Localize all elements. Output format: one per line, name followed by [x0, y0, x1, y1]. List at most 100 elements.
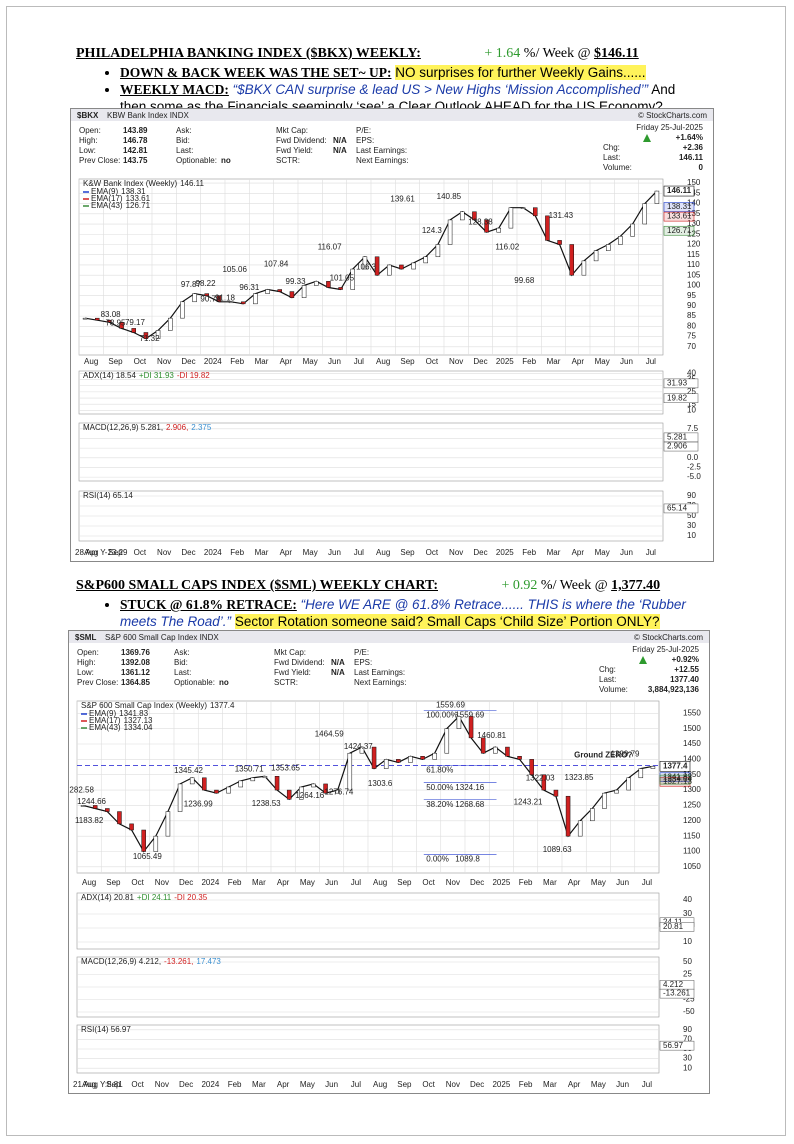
- month-label: Jun: [620, 357, 633, 366]
- info-label: Last:: [174, 668, 191, 677]
- tag: [663, 393, 699, 403]
- symbol: $BKX: [77, 111, 99, 120]
- y-tick-label: 85: [687, 311, 696, 320]
- month-label: May: [300, 878, 315, 887]
- legend-series: K&W Bank Index (Weekly) 146.11: [83, 179, 205, 188]
- legend-name: EMA(9): [89, 709, 116, 718]
- y-tick-label: 1150: [683, 831, 701, 840]
- candle: [214, 789, 219, 794]
- y-tick-label: -2.5: [687, 463, 701, 472]
- candle: [423, 256, 428, 264]
- candle: [529, 759, 534, 775]
- candle: [553, 789, 559, 797]
- candle: [630, 223, 635, 237]
- price-annotation: 1350.71: [235, 765, 264, 774]
- candle: [654, 190, 660, 204]
- info-label: Ask:: [176, 126, 192, 135]
- tag-value: 2.906: [667, 442, 688, 451]
- candle: [311, 783, 316, 788]
- info-value: 1364.85: [121, 678, 150, 687]
- candle: [168, 317, 173, 331]
- indicator-part: +DI 31.93: [139, 371, 174, 380]
- month-label: Jun: [328, 548, 341, 557]
- info-label: Bid:: [174, 658, 188, 667]
- info-label: Prev Close:: [79, 156, 120, 165]
- month-label: Sep: [108, 357, 123, 366]
- month-label: Oct: [426, 357, 439, 366]
- price-annotation: 91.18: [215, 294, 236, 303]
- legend-name: S&P 600 Small Cap Index (Weekly): [81, 701, 207, 710]
- callout: Ground ZERO?: [574, 751, 632, 760]
- indicator-name: RSI(14) 65.14: [83, 491, 133, 500]
- quote-value: 3,884,923,136: [648, 685, 700, 694]
- y-tick-label: 90: [687, 301, 696, 310]
- month-label: Apr: [280, 357, 293, 366]
- fib-label: 0.00%: [426, 855, 449, 864]
- candle: [155, 330, 161, 339]
- info-label: Last Earnings:: [356, 146, 407, 155]
- tag: [659, 1040, 695, 1051]
- legend-name: EMA(43): [89, 723, 121, 732]
- price-annotation: 1353.65: [271, 764, 300, 773]
- month-label: Jun: [325, 1080, 338, 1089]
- y-tick-label: 1050: [683, 862, 701, 871]
- heading-title: PHILADELPHIA BANKING INDEX ($BKX) WEEKLY…: [76, 46, 421, 61]
- candle: [314, 281, 319, 286]
- month-label: May: [303, 548, 318, 557]
- month-label: Aug: [82, 1080, 96, 1089]
- candle: [289, 291, 295, 298]
- month-label: Nov: [449, 357, 463, 366]
- candle: [606, 244, 611, 251]
- month-label: Oct: [131, 878, 144, 887]
- tag-value: 65.14: [667, 504, 688, 513]
- month-label: Jun: [328, 357, 341, 366]
- indicator-part: 17.473: [196, 957, 221, 966]
- month-label: Mar: [255, 548, 269, 557]
- price-annotation: 1065.49: [133, 852, 162, 861]
- info-value: N/A: [331, 668, 345, 677]
- price-annotation: 116.02: [495, 243, 519, 252]
- info-value: no: [219, 678, 229, 687]
- candle: [505, 746, 510, 757]
- indicator-panel: [78, 422, 664, 482]
- info-label: Fwd Dividend:: [276, 136, 327, 145]
- month-label: Aug: [373, 878, 387, 887]
- candle: [541, 774, 547, 791]
- month-label: Sep: [397, 878, 412, 887]
- candle: [277, 289, 282, 292]
- legend-ema: EMA(9) 1341.83: [89, 709, 149, 718]
- month-label: Mar: [252, 878, 266, 887]
- info-label: Next Earnings:: [354, 678, 406, 687]
- candle: [241, 301, 246, 305]
- legend-name: K&W Bank Index (Weekly): [83, 179, 177, 188]
- y-tick-label: 50: [687, 511, 696, 520]
- legend-value: 1334.04: [124, 723, 153, 732]
- month-label: May: [300, 1080, 315, 1089]
- legend-ema: EMA(17) 133.61: [91, 194, 151, 203]
- candle: [614, 789, 619, 794]
- y-tick-label: 7.5: [687, 424, 699, 433]
- price-annotation: 140.85: [437, 192, 462, 201]
- change: + 0.92: [501, 578, 538, 593]
- price-annotation: 1559.69: [436, 700, 465, 709]
- candle: [642, 203, 647, 225]
- candle: [117, 811, 122, 825]
- candle: [189, 777, 195, 785]
- up-arrow: [639, 656, 647, 664]
- month-label: Mar: [543, 878, 557, 887]
- overlay-note: 21 Aug Y:8.81: [73, 1080, 123, 1089]
- quote-label: Last:: [599, 675, 616, 684]
- month-label: Oct: [134, 548, 147, 557]
- month-label: Feb: [522, 548, 536, 557]
- legend-ema: EMA(43) 126.71: [91, 201, 151, 210]
- legend-value: 138.31: [121, 187, 146, 196]
- fib-label: 38.20%: [426, 800, 453, 809]
- info-label: EPS:: [354, 658, 372, 667]
- price-annotation: 124.3: [422, 226, 443, 235]
- quote-value: 146.11: [679, 153, 704, 162]
- candle: [226, 786, 231, 794]
- fib-value: 1089.8: [455, 855, 480, 864]
- y-tick-label: 1550: [683, 708, 701, 717]
- month-label: Aug: [84, 548, 98, 557]
